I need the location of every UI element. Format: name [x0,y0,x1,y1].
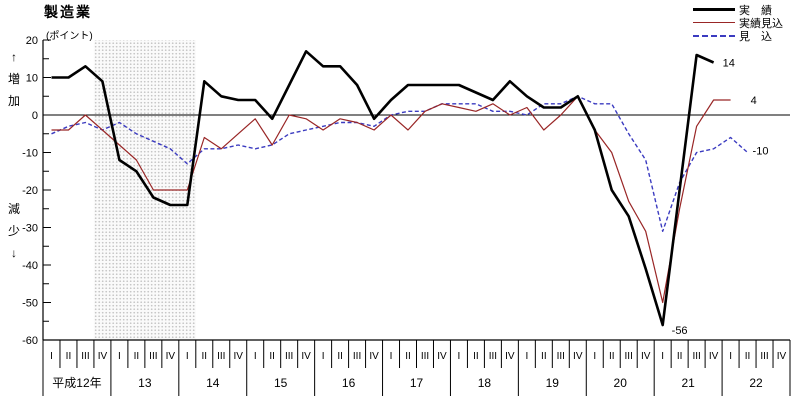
quarter-label: IV [777,351,787,362]
quarter-label: II [473,351,479,362]
value-label: 14 [723,58,735,70]
year-label: 21 [681,376,695,390]
year-label: 平成12年 [52,376,101,390]
quarter-label: III [760,351,768,362]
year-label: 17 [410,376,424,390]
quarter-label: IV [641,351,651,362]
quarter-label: I [458,351,461,362]
quarter-label: I [50,351,53,362]
estimate-line-icon [693,22,735,23]
legend-label-forecast: 見 込 [739,30,772,43]
quarter-label: II [337,351,343,362]
y-tick-label: -60 [22,335,38,347]
quarter-label: IV [234,351,244,362]
legend-item-forecast: 見 込 [693,29,783,43]
quarter-label: II [745,351,751,362]
quarter-label: I [593,351,596,362]
year-label: 18 [478,376,492,390]
quarter-label: III [217,351,225,362]
y-tick-label: -20 [22,185,38,197]
quarter-label: II [609,351,615,362]
quarter-label: III [692,351,700,362]
legend-item-estimate: 実績見込 [693,16,783,30]
forecast-line-icon [693,34,735,37]
year-label: 20 [614,376,628,390]
quarter-label: I [729,351,732,362]
quarter-label: III [149,351,157,362]
quarter-label: IV [166,351,176,362]
year-label: 14 [206,376,220,390]
y-tick-label: -30 [22,223,38,235]
series-actual-line [51,49,715,327]
year-label: 22 [749,376,763,390]
quarter-label: I [661,351,664,362]
quarter-label: IV [709,351,719,362]
page-title: 製造業 [44,4,92,20]
quarter-label: III [285,351,293,362]
quarter-label: II [269,351,275,362]
quarter-label: IV [98,351,108,362]
y-axis-unit-label: (ポイント) [46,31,93,42]
year-label: 19 [546,376,560,390]
quarter-label: II [405,351,411,362]
quarter-label: III [353,351,361,362]
quarter-label: I [525,351,528,362]
y-tick-label: 10 [26,73,38,85]
quarter-label: II [134,351,140,362]
quarter-label: I [322,351,325,362]
quarter-label: III [421,351,429,362]
quarter-label: II [677,351,683,362]
value-label: 4 [751,95,757,107]
quarter-label: IV [437,351,447,362]
y-tick-label: 0 [32,110,38,122]
quarter-label: IV [573,351,583,362]
value-label: -10 [753,146,769,158]
legend-item-actual: 実 績 [693,3,783,17]
quarter-label: III [489,351,497,362]
value-label: -56 [672,325,688,337]
quarter-label: I [186,351,189,362]
quarter-label: IV [301,351,311,362]
quarter-label: II [66,351,72,362]
quarter-label: I [254,351,257,362]
quarter-label: II [541,351,547,362]
y-tick-label: -10 [22,148,38,160]
quarter-label: I [390,351,393,362]
legend-label-estimate: 実績見込 [739,17,783,30]
quarter-label: III [557,351,565,362]
series-forecast-line [51,95,749,233]
y-tick-label: -40 [22,260,38,272]
quarter-label: IV [505,351,515,362]
legend-label-actual: 実 績 [739,4,772,17]
year-label: 13 [138,376,152,390]
y-axis-increase-label: ↑ 増 加 [7,50,20,109]
year-label: 15 [274,376,288,390]
y-tick-label: -50 [22,298,38,310]
y-axis-decrease-label: 減 少 ↓ [7,202,20,261]
quarter-label: II [202,351,208,362]
quarter-label: IV [369,351,379,362]
year-label: 16 [342,376,356,390]
y-tick-label: 20 [26,35,38,47]
legend: 実 績 実績見込 見 込 [693,3,783,43]
series-estimate-line [51,95,731,304]
quarter-label: I [118,351,121,362]
actual-line-icon [693,8,735,11]
quarter-label: III [81,351,89,362]
quarter-label: III [625,351,633,362]
